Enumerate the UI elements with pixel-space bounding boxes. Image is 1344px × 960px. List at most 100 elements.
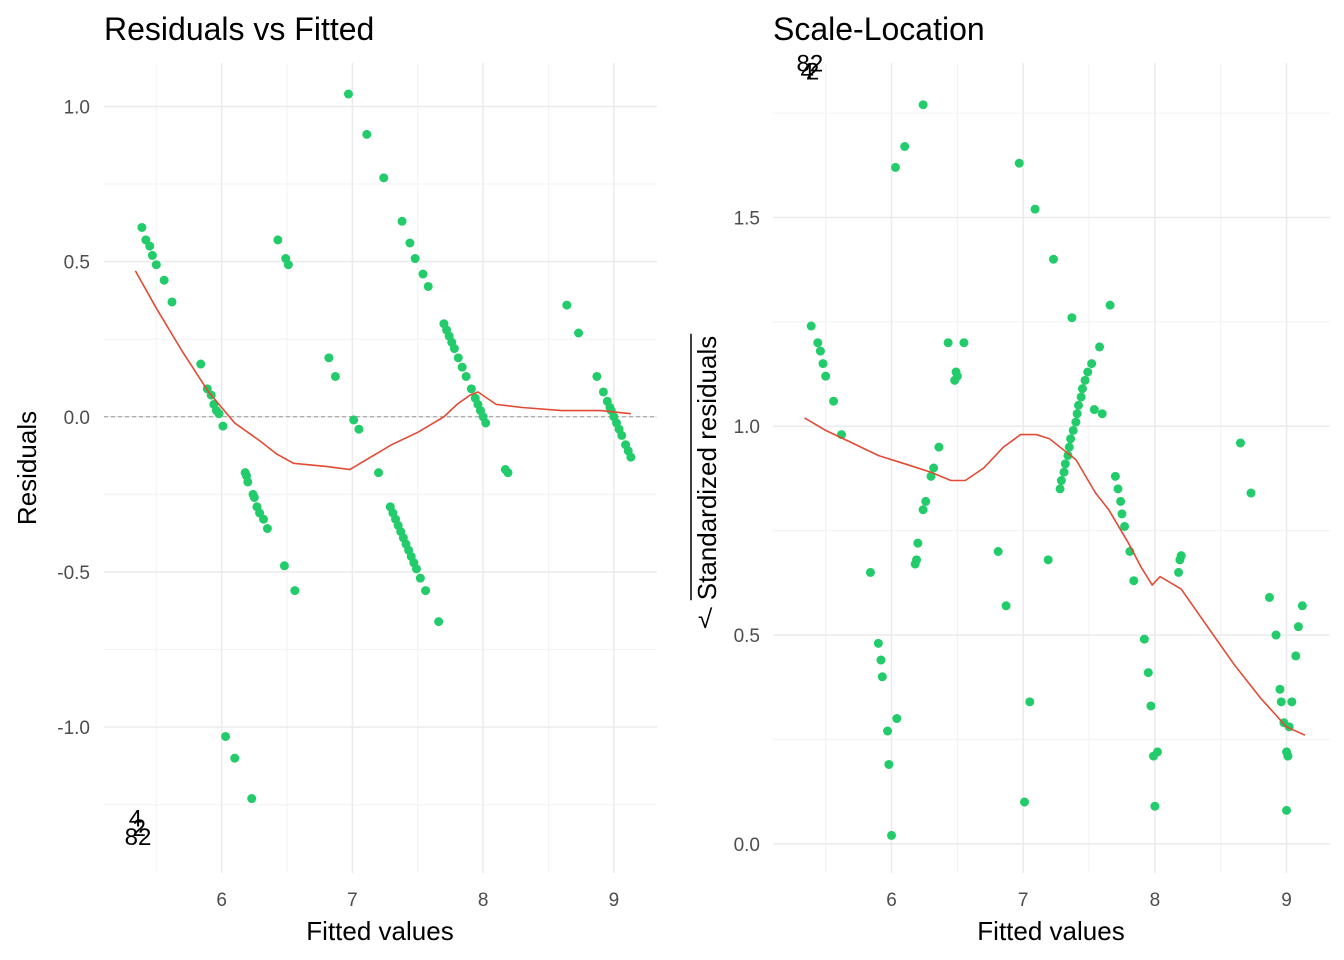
data-point xyxy=(883,726,893,736)
data-point xyxy=(1048,254,1058,264)
data-point xyxy=(900,142,910,152)
y-tick-labels: -1.0 -0.5 0.0 0.5 1.0 xyxy=(57,97,90,739)
data-point xyxy=(1150,801,1160,811)
data-point xyxy=(415,573,425,583)
data-point xyxy=(290,586,300,596)
data-point xyxy=(218,421,228,431)
data-point xyxy=(890,162,900,172)
data-point xyxy=(993,547,1003,557)
data-point xyxy=(379,173,389,183)
y-tick-label: 1.0 xyxy=(734,417,760,438)
data-point xyxy=(934,442,944,452)
data-point xyxy=(1297,601,1307,611)
smooth-path xyxy=(134,270,631,471)
data-point xyxy=(818,359,828,369)
x-tick-label: 6 xyxy=(886,890,897,911)
data-point xyxy=(147,250,157,260)
point-label: 4 xyxy=(801,59,814,86)
data-point xyxy=(1275,684,1285,694)
data-point xyxy=(821,371,831,381)
data-point xyxy=(574,328,584,338)
data-point xyxy=(1139,634,1149,644)
data-point xyxy=(959,338,969,348)
data-point xyxy=(562,300,572,310)
data-point xyxy=(1060,459,1070,469)
x-tick-label: 9 xyxy=(1281,890,1292,911)
data-point xyxy=(877,672,887,682)
data-point xyxy=(1059,467,1069,477)
data-point xyxy=(1116,496,1126,506)
data-point xyxy=(617,430,627,440)
data-point xyxy=(137,222,147,232)
data-point xyxy=(1235,438,1245,448)
data-point xyxy=(1066,434,1076,444)
data-point xyxy=(1067,313,1077,323)
data-point xyxy=(1287,697,1297,707)
data-point xyxy=(196,359,206,369)
data-point xyxy=(1014,158,1024,168)
data-point xyxy=(1001,601,1011,611)
y-tick-label: 1.0 xyxy=(64,97,90,118)
data-point xyxy=(1055,484,1065,494)
data-point xyxy=(892,714,902,724)
data-point xyxy=(397,216,407,226)
x-tick-label: 7 xyxy=(1018,890,1029,911)
data-point xyxy=(952,371,962,381)
data-point xyxy=(283,260,293,270)
data-point xyxy=(912,555,922,565)
data-point xyxy=(1291,651,1301,661)
data-point xyxy=(1120,521,1130,531)
data-point xyxy=(1030,204,1040,214)
x-tick-label: 6 xyxy=(216,890,227,911)
data-point xyxy=(349,415,359,425)
data-point xyxy=(1063,450,1073,460)
data-point xyxy=(410,254,420,264)
data-point xyxy=(1025,697,1035,707)
data-point xyxy=(926,471,936,481)
x-axis-label: Fitted values xyxy=(306,916,453,946)
data-point xyxy=(145,241,155,251)
data-point xyxy=(1043,555,1053,565)
point-label: 82 xyxy=(125,824,152,851)
y-tick-label: 0.0 xyxy=(734,835,760,856)
x-tick-labels: 6 7 8 9 xyxy=(886,890,1292,911)
data-point xyxy=(884,759,894,769)
data-point xyxy=(230,753,240,763)
point-label: 2 xyxy=(133,815,146,842)
data-point xyxy=(262,524,272,534)
data-point xyxy=(354,424,364,434)
grid xyxy=(773,63,1330,873)
y-tick-label: -0.5 xyxy=(57,563,90,584)
data-point xyxy=(1176,551,1186,561)
data-point xyxy=(626,452,636,462)
data-point xyxy=(813,338,823,348)
x-tick-label: 9 xyxy=(609,890,620,911)
data-point xyxy=(1143,668,1153,678)
data-point xyxy=(466,384,476,394)
data-point xyxy=(449,344,459,354)
data-point xyxy=(324,353,334,363)
data-point xyxy=(1276,697,1286,707)
point-label: 4 xyxy=(129,805,142,832)
data-point xyxy=(243,477,253,487)
data-point xyxy=(918,505,928,515)
data-point xyxy=(151,260,161,270)
data-point xyxy=(1064,442,1074,452)
data-point xyxy=(865,567,875,577)
y-tick-label: 1.5 xyxy=(734,208,760,229)
data-point xyxy=(421,586,431,596)
data-point xyxy=(921,496,931,506)
points xyxy=(806,100,1307,840)
y-tick-label: -1.0 xyxy=(57,718,90,739)
data-point xyxy=(1174,567,1184,577)
data-point xyxy=(1072,409,1082,419)
data-point xyxy=(1146,701,1156,711)
data-point xyxy=(1271,630,1281,640)
data-point xyxy=(221,731,231,741)
data-point xyxy=(405,238,415,248)
data-point xyxy=(362,129,372,139)
data-point xyxy=(1076,392,1086,402)
data-point xyxy=(214,409,224,419)
